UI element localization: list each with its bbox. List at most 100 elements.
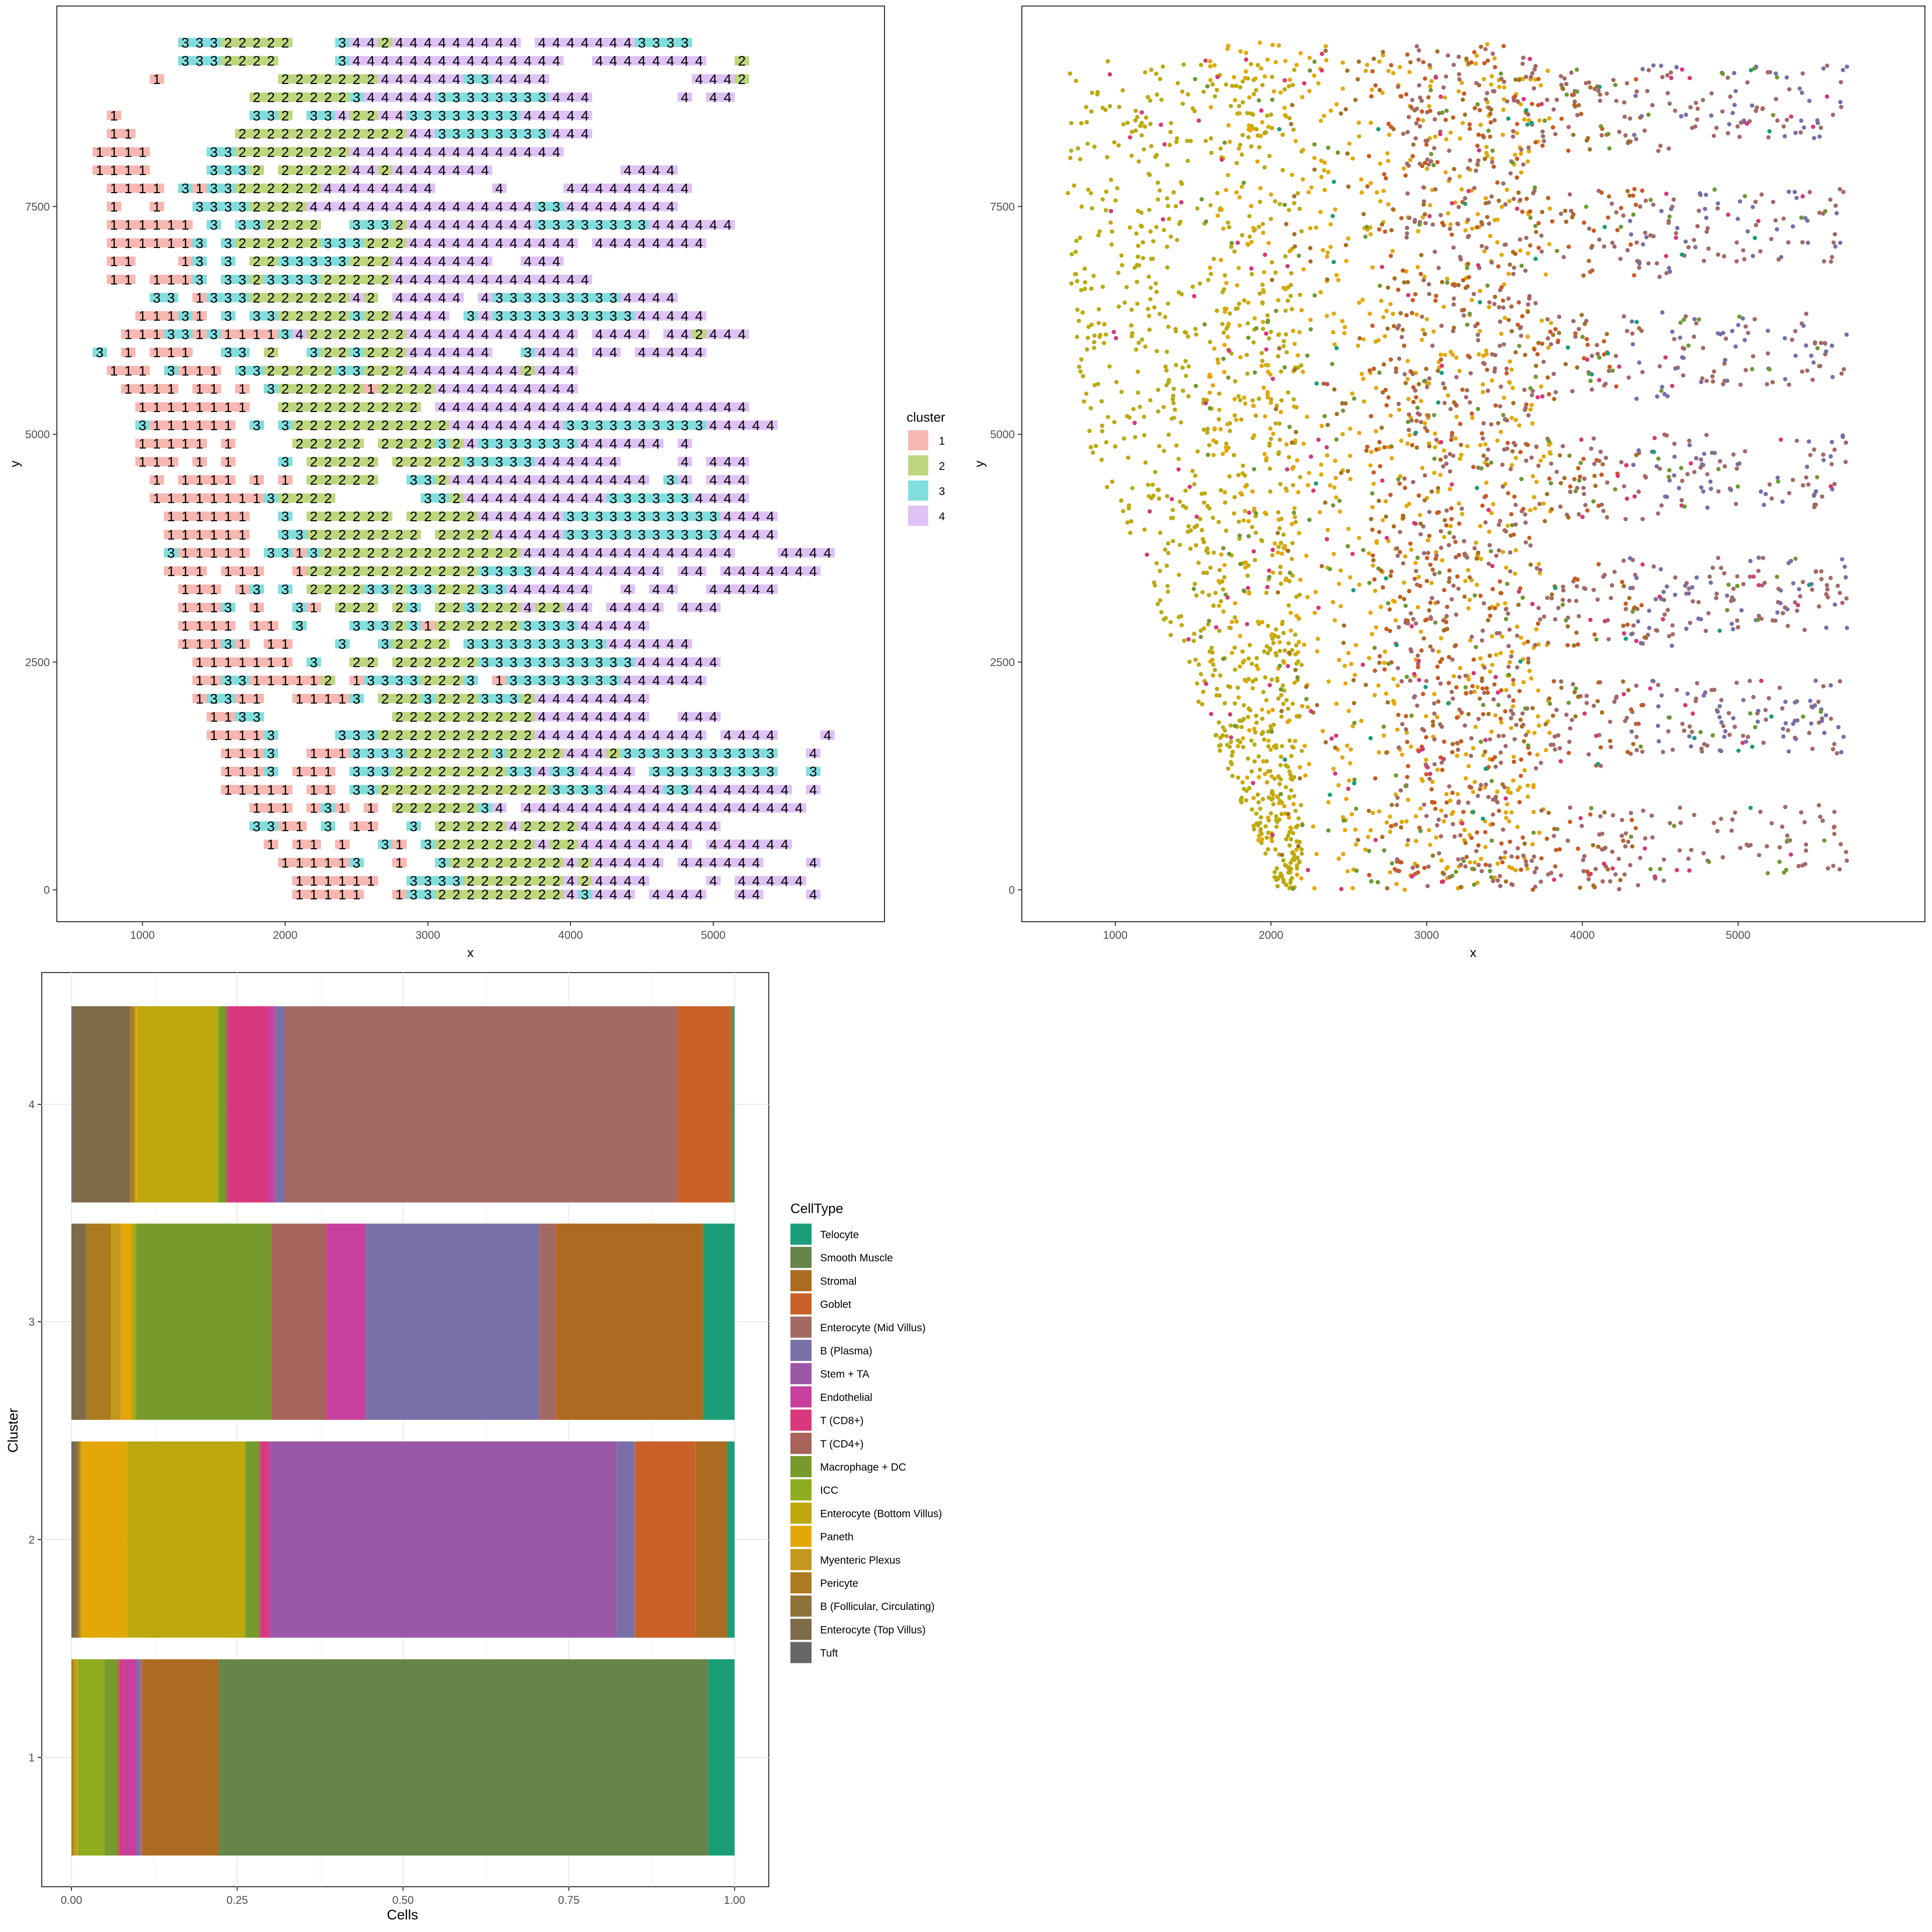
cluster-tile-label: 4 bbox=[766, 509, 774, 524]
cluster-tile-label: 4 bbox=[595, 819, 603, 834]
cell-point bbox=[1548, 206, 1552, 211]
cell-point bbox=[1215, 308, 1219, 313]
cluster-tile-label: 2 bbox=[452, 582, 460, 597]
cluster-tile-label: 2 bbox=[353, 381, 361, 397]
cluster-tile-label: 4 bbox=[452, 199, 460, 214]
cell-point bbox=[1210, 82, 1215, 87]
cell-point bbox=[1185, 158, 1190, 164]
cluster-tile-label: 4 bbox=[510, 399, 518, 415]
cell-point bbox=[1353, 827, 1358, 832]
cluster-tile-label: 4 bbox=[595, 454, 603, 470]
cluster-tile-label: 4 bbox=[424, 290, 432, 306]
cluster-tile-label: 2 bbox=[452, 746, 460, 761]
cluster-tile-label: 3 bbox=[238, 673, 247, 688]
cluster-tile-label: 3 bbox=[424, 887, 432, 903]
cell-point bbox=[1328, 483, 1333, 488]
cell-point bbox=[1203, 138, 1208, 143]
cell-point bbox=[1518, 248, 1523, 253]
cluster-tile-label: 4 bbox=[609, 53, 617, 69]
cell-point bbox=[1233, 701, 1237, 706]
cell-point bbox=[1294, 139, 1298, 143]
cell-point bbox=[1285, 298, 1290, 303]
cluster-tile-label: 4 bbox=[467, 35, 475, 50]
cell-point bbox=[1136, 244, 1141, 248]
cluster-tile-label: 1 bbox=[324, 782, 332, 797]
cluster-tile-label: 2 bbox=[438, 564, 446, 579]
cluster-tile-label: 2 bbox=[467, 764, 475, 779]
cluster-tile-label: 4 bbox=[638, 709, 646, 725]
cluster-tile-label: 1 bbox=[253, 673, 261, 688]
cluster-tile-label: 1 bbox=[238, 399, 247, 415]
cluster-tile bbox=[135, 147, 150, 156]
cell-point bbox=[1289, 628, 1293, 633]
cluster-tile-label: 1 bbox=[353, 887, 361, 903]
x-tick-label: 2000 bbox=[273, 929, 297, 941]
cell-point bbox=[1217, 693, 1222, 698]
cluster-tile-label: 4 bbox=[738, 782, 746, 797]
cluster-tile-label: 3 bbox=[210, 163, 218, 178]
cell-point bbox=[1242, 395, 1247, 400]
cluster-tile-label: 2 bbox=[410, 636, 418, 652]
cluster-tile-label: 1 bbox=[110, 363, 118, 378]
cluster-tile bbox=[292, 92, 307, 102]
cell-point bbox=[1082, 399, 1086, 404]
cell-point bbox=[1530, 842, 1535, 847]
cluster-tile-label: 4 bbox=[781, 782, 789, 797]
cluster-tile-label: 4 bbox=[667, 673, 675, 688]
cell-point bbox=[1078, 369, 1083, 374]
cell-point bbox=[1281, 858, 1286, 863]
cell-point bbox=[1239, 718, 1244, 723]
cell-point bbox=[1306, 705, 1310, 709]
cluster-tile-label: 2 bbox=[424, 673, 432, 688]
cluster-tile-label: 4 bbox=[738, 582, 746, 597]
cell-point bbox=[1442, 95, 1447, 100]
cell-point bbox=[1355, 343, 1360, 348]
cluster-tile-label: 4 bbox=[595, 181, 603, 196]
cell-point bbox=[1093, 444, 1098, 448]
cell-point bbox=[1283, 578, 1288, 583]
cluster-tile-label: 3 bbox=[581, 887, 589, 903]
cluster-tile-label: 1 bbox=[138, 436, 146, 451]
cell-point bbox=[1271, 802, 1276, 807]
cell-point bbox=[1256, 838, 1261, 843]
cluster-tile-label: 1 bbox=[310, 855, 318, 870]
cell-point bbox=[1289, 754, 1294, 758]
cluster-tile bbox=[107, 147, 122, 156]
cluster-tile-label: 1 bbox=[110, 235, 118, 251]
cluster-tile-label: 2 bbox=[452, 564, 460, 579]
cell-point bbox=[1532, 495, 1537, 500]
cluster-tile-label: 4 bbox=[495, 363, 503, 378]
cell-point bbox=[1279, 744, 1284, 749]
cluster-tile-label: 3 bbox=[624, 418, 632, 433]
cluster-tile-label: 4 bbox=[624, 887, 632, 903]
cluster-tile-label: 2 bbox=[281, 108, 289, 123]
cluster-tile bbox=[349, 129, 364, 138]
cluster-tile-label: 4 bbox=[609, 436, 617, 451]
cluster-tile-label: 1 bbox=[110, 144, 118, 160]
cell-point bbox=[1475, 212, 1480, 216]
cell-point bbox=[1333, 207, 1338, 212]
cluster-tile-label: 2 bbox=[452, 819, 460, 834]
cell-point bbox=[1205, 430, 1210, 435]
cluster-tile-label: 1 bbox=[196, 454, 204, 470]
cluster-tile-label: 2 bbox=[524, 782, 532, 797]
cell-point bbox=[1226, 335, 1230, 339]
cluster-tile-label: 4 bbox=[624, 564, 632, 579]
cell-point bbox=[1084, 120, 1089, 125]
cluster-tile-label: 3 bbox=[510, 673, 518, 688]
cell-point bbox=[1313, 610, 1317, 615]
cluster-tile-label: 1 bbox=[253, 728, 261, 743]
cell-point bbox=[1233, 601, 1238, 606]
cluster-tile-label: 1 bbox=[138, 399, 146, 415]
cell-point bbox=[1255, 63, 1260, 67]
cluster-tile-label: 3 bbox=[267, 108, 275, 123]
cluster-tile-label: 3 bbox=[182, 308, 190, 324]
cluster-tile bbox=[221, 38, 235, 47]
cluster-tile-label: 4 bbox=[595, 327, 603, 342]
cluster-tile-label: 3 bbox=[581, 217, 589, 233]
cluster-tile bbox=[278, 74, 293, 84]
cluster-tile bbox=[249, 129, 264, 138]
cell-point bbox=[1535, 752, 1540, 757]
cluster-tile-label: 1 bbox=[153, 454, 161, 470]
cluster-tile-label: 1 bbox=[395, 837, 404, 852]
